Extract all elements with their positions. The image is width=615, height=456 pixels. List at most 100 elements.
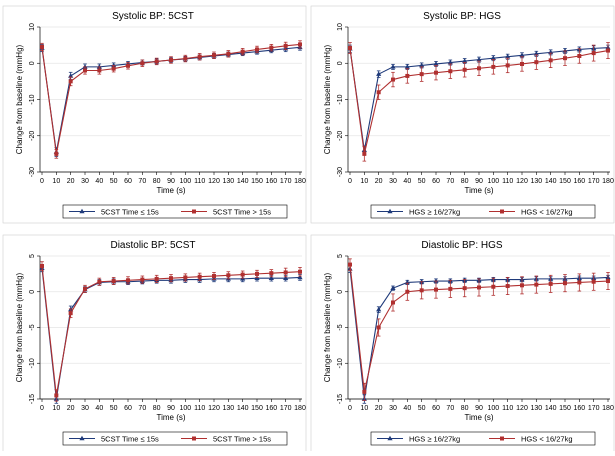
marker-square <box>505 63 510 68</box>
x-tick-label: 90 <box>167 178 175 185</box>
x-tick-label: 30 <box>389 405 397 412</box>
marker-square <box>362 151 367 156</box>
marker-triangle <box>562 48 568 53</box>
marker-square <box>376 90 381 95</box>
marker-square <box>577 280 582 285</box>
legend-box <box>62 204 288 219</box>
x-tick-label: 10 <box>52 405 60 412</box>
x-tick-label: 160 <box>265 405 277 412</box>
panel-frame <box>310 5 615 224</box>
marker-triangle <box>268 275 274 280</box>
x-tick-label: 110 <box>194 405 205 412</box>
marker-square <box>269 45 274 50</box>
marker-square <box>97 68 102 73</box>
x-tick-label: 150 <box>559 178 571 185</box>
marker-square <box>226 51 231 56</box>
marker-square <box>405 289 410 294</box>
x-tick-label: 60 <box>432 178 440 185</box>
marker-square <box>391 300 395 305</box>
marker-triangle <box>111 62 117 68</box>
marker-square <box>577 54 582 58</box>
marker-square <box>192 209 196 214</box>
x-tick-label: 100 <box>487 405 499 412</box>
marker-square <box>54 151 59 156</box>
series-2 <box>40 40 302 159</box>
marker-square <box>462 286 467 291</box>
marker-triangle <box>390 64 396 69</box>
y-tick-label: -30 <box>337 167 344 177</box>
x-tick-label: 60 <box>432 405 440 412</box>
marker-square <box>348 46 352 51</box>
marker-square <box>169 57 173 62</box>
panel-frame <box>2 5 307 224</box>
marker-triangle <box>404 64 410 69</box>
marker-square <box>183 56 188 61</box>
marker-square <box>226 273 231 278</box>
marker-triangle <box>462 58 468 63</box>
legend: 5CST Time ≤ 15s 5CST Time > 15s <box>62 431 288 446</box>
marker-square <box>298 269 302 274</box>
marker-square <box>240 49 245 54</box>
marker-square <box>111 66 116 71</box>
series-2 <box>348 258 610 401</box>
marker-square <box>362 389 367 394</box>
marker-square <box>140 61 145 66</box>
marker-square <box>40 44 44 49</box>
x-tick-label: 120 <box>208 405 220 412</box>
x-tick-label: 120 <box>516 178 528 185</box>
x-tick-label: 30 <box>81 405 89 412</box>
marker-square <box>140 277 145 282</box>
x-tick-label: 160 <box>573 405 585 412</box>
marker-triangle <box>476 56 482 62</box>
marker-square <box>477 66 481 71</box>
marker-square <box>491 64 496 69</box>
x-axis-label: Time (s) <box>156 186 185 195</box>
marker-square <box>97 279 102 284</box>
x-axis-label: Time (s) <box>156 413 185 422</box>
x-tick-label: 180 <box>602 405 614 412</box>
x-tick-label: 70 <box>138 405 146 412</box>
marker-triangle <box>96 64 102 69</box>
y-tick-label: -10 <box>29 94 36 104</box>
marker-square <box>419 288 424 293</box>
marker-triangle <box>433 61 439 66</box>
marker-square <box>83 68 87 73</box>
marker-triangle <box>433 278 439 283</box>
marker-square <box>212 274 216 279</box>
marker-square <box>591 279 596 284</box>
y-tick-label: -20 <box>337 131 344 141</box>
x-tick-label: 130 <box>222 178 234 185</box>
chart-title: Diastolic BP: 5CST <box>110 240 195 251</box>
x-tick-label: 40 <box>403 405 411 412</box>
x-tick-label: 30 <box>389 178 397 185</box>
x-tick-label: 180 <box>294 178 306 185</box>
y-tick-label: -30 <box>29 167 36 177</box>
marker-square <box>255 47 259 52</box>
legend: HGS ≥ 16/27kg HGS < 16/27kg <box>370 431 596 446</box>
marker-square <box>54 393 59 398</box>
x-tick-label: 130 <box>530 405 542 412</box>
x-tick-label: 180 <box>294 405 306 412</box>
x-tick-label: 130 <box>222 405 234 412</box>
x-tick-label: 90 <box>475 178 483 185</box>
x-tick-label: 10 <box>360 405 368 412</box>
x-tick-label: 100 <box>179 178 191 185</box>
legend-label: 5CST Time > 15s <box>213 434 271 443</box>
x-tick-label: 10 <box>360 178 368 185</box>
y-tick-label: -15 <box>337 394 344 404</box>
marker-triangle <box>376 71 382 76</box>
marker-square <box>212 53 216 58</box>
marker-square <box>462 67 467 72</box>
y-tick-label: -5 <box>337 324 344 330</box>
marker-square <box>192 436 196 441</box>
x-tick-label: 60 <box>124 405 132 412</box>
y-tick-label: -10 <box>337 94 344 104</box>
marker-square <box>126 278 130 283</box>
y-tick-label: 10 <box>29 23 36 31</box>
x-tick-label: 50 <box>110 405 118 412</box>
marker-triangle <box>519 52 525 58</box>
y-tick-label: -20 <box>29 131 36 141</box>
